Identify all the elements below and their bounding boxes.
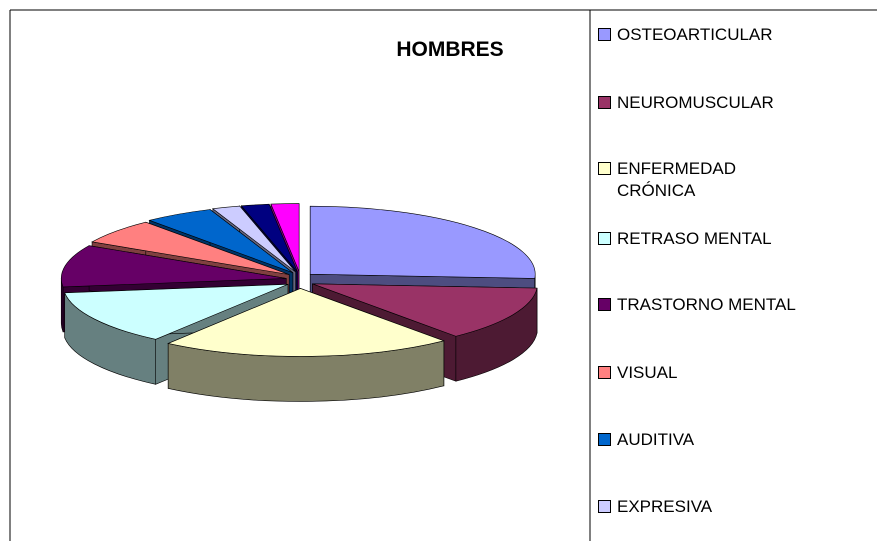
slice xyxy=(91,221,290,275)
legend-label: AUDITIVA xyxy=(617,430,695,449)
legend-item: VISUAL xyxy=(598,362,868,384)
legend-swatch xyxy=(598,162,611,175)
legend-swatch xyxy=(598,28,611,41)
legend-item: AUDITIVA xyxy=(598,429,868,451)
chart-title: HOMBRES xyxy=(396,38,504,61)
legend-label: TRASTORNO MENTAL xyxy=(617,295,796,314)
legend-item: TRASTORNO MENTAL xyxy=(598,294,868,316)
legend-label: NEUROMUSCULAR xyxy=(617,93,774,112)
legend-swatch xyxy=(598,433,611,446)
legend-swatch xyxy=(598,232,611,245)
legend-label: RETRASO MENTAL xyxy=(617,229,772,248)
legend-item: RETRASO MENTAL xyxy=(598,228,868,250)
slice xyxy=(64,284,289,340)
slice xyxy=(60,245,287,288)
slice xyxy=(212,205,296,273)
legend-label: VISUAL xyxy=(617,363,678,382)
legend-item: NEUROMUSCULAR xyxy=(598,92,868,114)
legend-swatch xyxy=(598,366,611,379)
slice xyxy=(270,203,300,272)
legend-item: OSTEOARTICULAR xyxy=(598,24,868,46)
legend-label: EXPRESIVA xyxy=(617,497,713,516)
slice xyxy=(167,288,445,357)
slice xyxy=(240,203,298,272)
slice xyxy=(309,205,536,279)
legend-label: OSTEOARTICULAR xyxy=(617,25,773,44)
legend-swatch xyxy=(598,500,611,513)
slice xyxy=(312,283,538,337)
legend-item: ENFERMEDAD CRÓNICA xyxy=(598,158,868,202)
legend-label: ENFERMEDAD CRÓNICA xyxy=(617,159,737,200)
slice xyxy=(148,209,294,273)
legend-swatch xyxy=(598,298,611,311)
legend-item: EXPRESIVA xyxy=(598,496,868,518)
legend-swatch xyxy=(598,96,611,109)
